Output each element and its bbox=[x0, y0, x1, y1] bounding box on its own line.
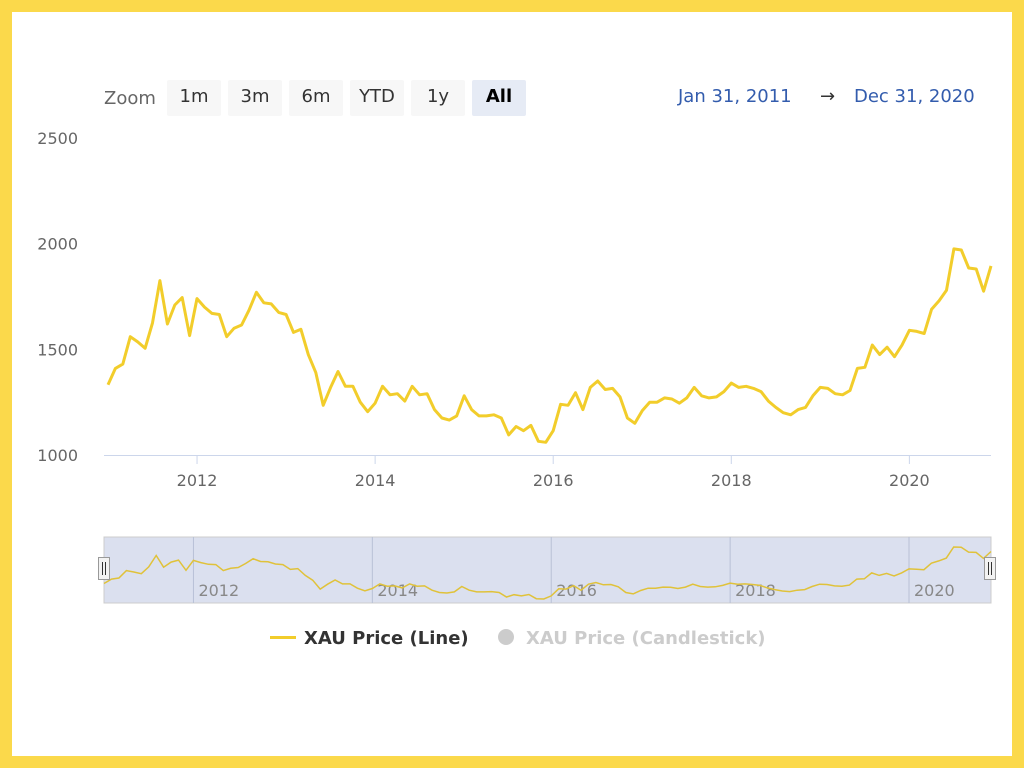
zoom-ytd-button[interactable]: YTD bbox=[350, 80, 404, 116]
zoom-6m-button[interactable]: 6m bbox=[289, 80, 343, 116]
zoom-1m-button[interactable]: 1m bbox=[167, 80, 221, 116]
x-tick-label: 2020 bbox=[889, 471, 930, 490]
range-from-input[interactable]: Jan 31, 2011 bbox=[678, 86, 792, 107]
y-tick-label: 2000 bbox=[37, 235, 78, 254]
circle-swatch-icon bbox=[498, 629, 514, 645]
navigator-line bbox=[103, 546, 992, 600]
x-tick-label: 2016 bbox=[533, 471, 574, 490]
x-axis: 2012 2014 2016 2018 2020 bbox=[177, 455, 930, 490]
zoom-label: Zoom bbox=[104, 88, 156, 109]
range-selector: Zoom 1m 3m 6m YTD 1y All Jan 31, 2011 → … bbox=[12, 12, 1012, 132]
legend-item-line[interactable]: XAU Price (Line) bbox=[270, 628, 469, 649]
legend-line-label: XAU Price (Line) bbox=[304, 628, 469, 649]
zoom-1y-button[interactable]: 1y bbox=[411, 80, 465, 116]
navigator-tick-label: 2012 bbox=[198, 581, 239, 600]
price-chart: 1000 1500 2000 2500 2012 2014 2016 2018 2020 20… bbox=[37, 129, 996, 604]
line-swatch-icon bbox=[270, 635, 296, 639]
legend-candlestick-label: XAU Price (Candlestick) bbox=[526, 628, 766, 649]
navigator-handle-right[interactable] bbox=[984, 557, 996, 580]
y-axis: 1000 1500 2000 2500 bbox=[37, 129, 78, 465]
x-tick-label: 2012 bbox=[177, 471, 218, 490]
navigator-handle-left[interactable] bbox=[98, 557, 110, 580]
range-to-input[interactable]: Dec 31, 2020 bbox=[854, 86, 975, 107]
price-line[interactable] bbox=[106, 247, 993, 444]
chart-container: Zoom 1m 3m 6m YTD 1y All Jan 31, 2011 → … bbox=[12, 12, 1012, 756]
y-tick-label: 1500 bbox=[37, 340, 78, 359]
navigator-tick-label: 2020 bbox=[914, 581, 955, 600]
zoom-3m-button[interactable]: 3m bbox=[228, 80, 282, 116]
zoom-all-button[interactable]: All bbox=[472, 80, 526, 116]
navigator-tick-label: 2018 bbox=[735, 581, 776, 600]
y-tick-label: 1000 bbox=[37, 446, 78, 465]
x-tick-label: 2018 bbox=[711, 471, 752, 490]
y-tick-label: 2500 bbox=[37, 129, 78, 148]
range-arrow: → bbox=[820, 86, 836, 107]
navigator[interactable]: 2012 2014 2016 2018 2020 bbox=[98, 536, 996, 604]
legend-item-candlestick[interactable]: XAU Price (Candlestick) bbox=[498, 628, 766, 649]
x-tick-label: 2014 bbox=[355, 471, 396, 490]
